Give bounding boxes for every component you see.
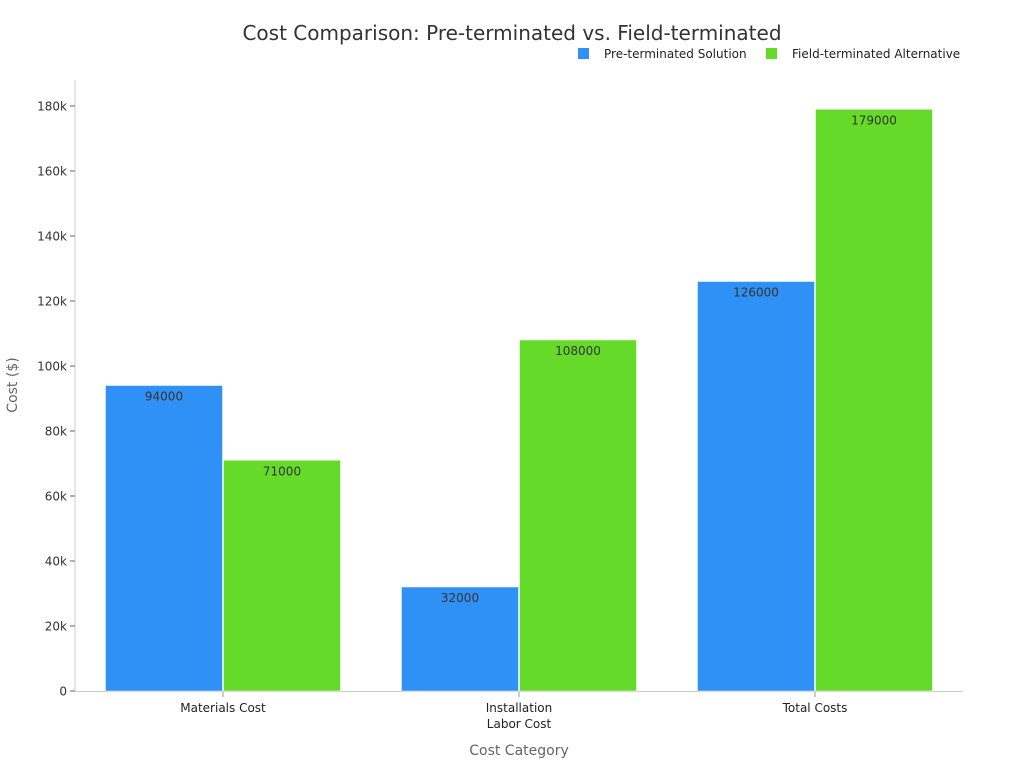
y-tick-label: 60k	[45, 490, 67, 504]
y-tick-label: 140k	[37, 230, 67, 244]
y-axis-ticks: 0 20k 40k 60k 80k 100k 120k 140k 160k 180k	[37, 100, 75, 699]
y-tick-label: 180k	[37, 100, 67, 114]
y-axis-label: Cost ($)	[5, 357, 21, 412]
x-tick-label: Total Costs	[782, 701, 848, 715]
y-tick-label: 80k	[45, 425, 67, 439]
data-label: 71000	[263, 464, 301, 478]
y-tick-label: 100k	[37, 360, 67, 374]
data-label: 108000	[555, 344, 601, 358]
data-label: 32000	[441, 591, 479, 605]
legend: Pre-terminated Solution Field-terminated …	[578, 47, 960, 61]
bar	[401, 586, 519, 692]
legend-label: Pre-terminated Solution	[604, 47, 747, 61]
legend-swatch	[766, 48, 777, 59]
data-label: 94000	[145, 390, 183, 404]
bar	[223, 459, 341, 692]
x-axis-label: Cost Category	[469, 743, 569, 759]
data-label: 126000	[733, 286, 779, 300]
y-tick-label: 40k	[45, 555, 67, 569]
y-tick-label: 160k	[37, 165, 67, 179]
chart-title: Cost Comparison: Pre-terminated vs. Fiel…	[242, 21, 781, 45]
x-tick-label: Materials Cost	[180, 701, 266, 715]
bars: 94000 71000 32000 108000 126000 179000	[105, 108, 933, 692]
y-tick-label: 20k	[45, 620, 67, 634]
legend-label: Field-terminated Alternative	[792, 47, 960, 61]
bar	[519, 339, 637, 692]
bar	[697, 281, 815, 692]
bar	[815, 108, 933, 692]
legend-swatch	[578, 48, 589, 59]
data-label: 179000	[851, 113, 897, 127]
x-tick-label: Installation	[486, 701, 552, 715]
x-axis-ticks: Materials Cost Installation Labor Cost Tota…	[180, 692, 847, 731]
y-tick-label: 0	[59, 685, 67, 699]
y-tick-label: 120k	[37, 295, 67, 309]
bar	[105, 385, 223, 692]
x-tick-label: Labor Cost	[487, 717, 552, 731]
